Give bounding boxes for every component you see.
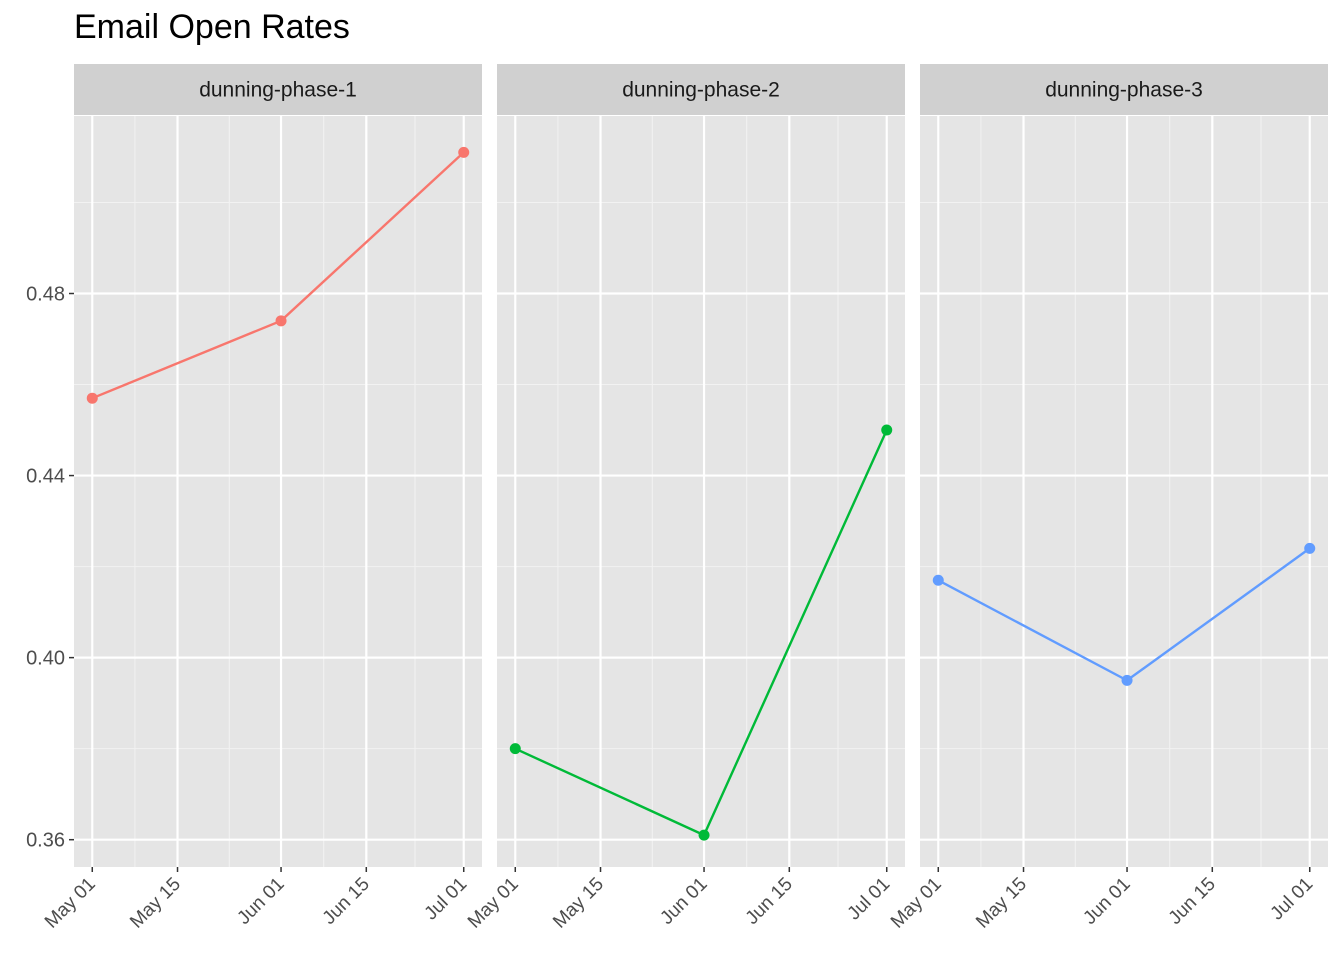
x-tick-label: Jun 01 xyxy=(656,874,711,929)
facet-label: dunning-phase-3 xyxy=(1045,79,1203,102)
panel-background xyxy=(920,116,1328,867)
data-point xyxy=(275,315,287,327)
x-tick-label: Jun 01 xyxy=(233,874,288,929)
x-tick-label: Jun 15 xyxy=(319,874,374,929)
data-point xyxy=(932,574,944,586)
facet-strip xyxy=(497,64,905,115)
data-point xyxy=(86,392,98,404)
panel-background xyxy=(497,116,905,867)
data-points xyxy=(86,146,1316,841)
grid-lines xyxy=(74,116,1328,867)
x-tick-label: May 01 xyxy=(41,874,100,933)
data-point xyxy=(881,424,893,436)
x-tick-label: Jun 01 xyxy=(1079,874,1134,929)
x-tick-label: Jun 15 xyxy=(1165,874,1220,929)
y-tick-label: 0.48 xyxy=(26,284,65,306)
facet-panels xyxy=(74,116,1328,867)
x-tick-label: May 01 xyxy=(464,874,523,933)
y-tick-label: 0.40 xyxy=(26,648,65,670)
facet-strip xyxy=(920,64,1328,115)
x-tick-label: Jul 01 xyxy=(1267,874,1318,925)
x-tick-label: May 01 xyxy=(887,874,946,933)
data-point xyxy=(698,829,710,841)
x-tick-label: May 15 xyxy=(972,874,1031,933)
data-point xyxy=(1121,674,1133,686)
facet-strips: dunning-phase-1 dunning-phase-2 dunning-ph… xyxy=(74,64,1328,115)
chart-title: Email Open Rates xyxy=(74,8,350,46)
data-point xyxy=(509,743,521,755)
facet-label: dunning-phase-2 xyxy=(622,79,780,102)
y-tick-label: 0.44 xyxy=(26,466,65,488)
x-tick-label: May 15 xyxy=(549,874,608,933)
data-point xyxy=(1304,542,1316,554)
facet-strip xyxy=(74,64,482,115)
panel-background xyxy=(74,116,482,867)
facet-label: dunning-phase-1 xyxy=(199,79,357,102)
y-tick-label: 0.36 xyxy=(26,830,65,852)
data-point xyxy=(458,146,470,158)
x-tick-label: Jun 15 xyxy=(742,874,797,929)
x-tick-label: May 15 xyxy=(126,874,185,933)
